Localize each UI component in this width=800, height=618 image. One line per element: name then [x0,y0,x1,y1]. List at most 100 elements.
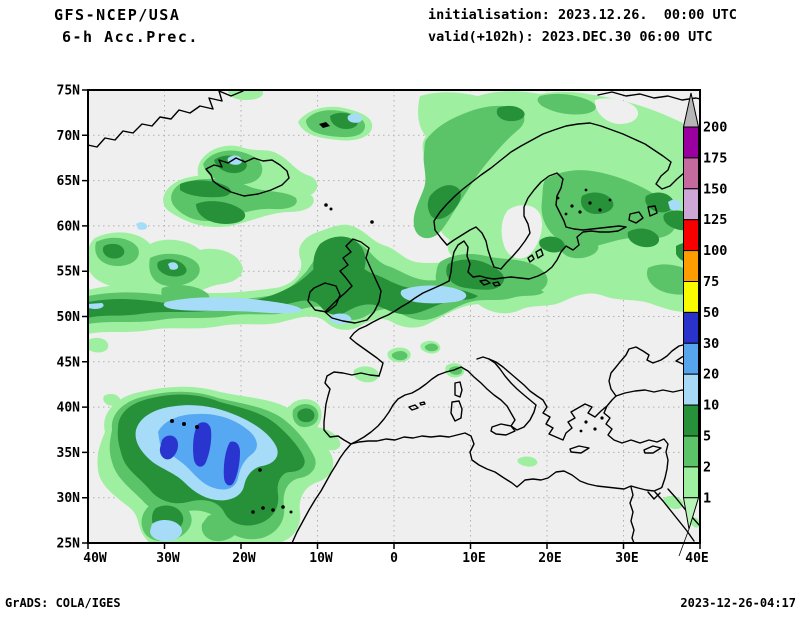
lon-label: 20E [538,551,561,566]
finnish-lake [598,208,602,212]
colorbar-label: 200 [703,120,727,136]
lon-label: 10E [462,551,485,566]
shetland-islands [370,220,374,224]
lat-label: 25N [57,537,81,552]
finnish-lake [564,212,568,216]
dry-holes [501,98,639,259]
precip-region [88,254,478,318]
precip-region [163,297,302,314]
coast-corsica [454,381,463,398]
coast-sardinia [450,400,463,422]
precip-region [228,90,264,100]
header: GFS-NCEP/USA 6-h Acc.Prec. initialisatio… [54,6,737,46]
lat-label: 55N [57,265,81,280]
lon-label: 10W [309,551,333,566]
precip-region [313,236,366,293]
precip-region [297,408,315,423]
precip-region [201,513,239,542]
finnish-lake [570,204,574,208]
lon-label: 30W [156,551,180,566]
coast-bosporus [606,395,617,407]
precip-region [300,427,341,451]
coast-north-sea-france [349,280,450,377]
colorbar-label: 150 [703,181,727,197]
header-initialisation: initialisation: 2023.12.26. 00:00 UTC [428,7,737,23]
lon-label: 20W [232,551,256,566]
coast-italy [437,356,537,431]
lat-label: 60N [57,219,81,234]
colorbar-block [683,311,699,344]
madeira-island [258,468,262,472]
precip-region [539,236,565,253]
colorbar-block [683,342,699,375]
colorbar-label: 30 [703,336,719,352]
lat-label: 40N [57,401,81,416]
coast-cyprus [643,445,662,454]
footer: GrADS: COLA/IGES 2023-12-26-04:17 [5,596,796,610]
coast-denmark [448,240,495,282]
azores-island [182,422,186,426]
footer-timestamp: 2023-12-26-04:17 [680,596,796,610]
coast-balkans-greece-turkey [488,358,669,488]
colorbar-block [683,435,699,468]
finnish-lake [588,201,592,205]
precip-region [227,155,243,165]
precip-region [102,243,125,259]
header-product: 6-h Acc.Prec. [62,28,199,46]
aegean-island [584,420,588,424]
precip-region [537,93,596,115]
coastlines [88,90,700,543]
colorbar-label: 100 [703,243,727,259]
finnish-lake [584,188,588,192]
precip-region [223,441,240,486]
header-model: GFS-NCEP/USA [54,6,180,24]
lat-label: 70N [57,129,81,144]
canary-island [251,510,255,514]
coast-gotland [527,248,544,263]
colorbar-label: 2 [703,459,711,475]
coast-sicily [490,423,516,436]
coast-greenland [88,90,244,148]
precip-region [88,337,109,353]
coast-iberia [323,371,439,445]
colorbar-block [683,466,699,499]
precip-region [559,236,599,259]
finnish-lake [608,198,612,202]
canary-island [281,505,285,509]
colorbar-label: 20 [703,367,719,383]
colorbar-block [683,126,699,159]
colorbar-block [683,219,699,252]
lat-label: 75N [57,84,81,99]
precip-region [427,185,461,220]
precip-region [400,285,467,304]
lon-axis-labels: 40W 30W 20W 10W 0 10E 20E 30E 40E [83,551,708,566]
precip-region [517,456,538,467]
aegean-island [593,427,597,431]
canary-island [271,508,275,512]
colorbar-block [683,250,699,283]
colorbar-label: 175 [703,150,727,166]
precip-region [645,192,674,213]
lat-axis-labels: 75N 70N 65N 60N 55N 50N 45N 40N 35N 30N … [57,84,81,552]
colorbar-arrow-tail [678,528,690,557]
colorbar-block [683,188,699,221]
precip-region [391,351,408,361]
lat-label: 45N [57,355,81,370]
coast-great-britain [324,238,382,324]
lat-label: 50N [57,310,81,325]
azores-island [195,425,199,429]
precip-region [88,303,104,309]
colorbar-label: 125 [703,212,727,228]
finnish-lake [578,210,582,214]
lon-label: 0 [390,551,398,566]
colorbar-label: 50 [703,305,719,321]
colorbar-label: 10 [703,398,719,414]
jan-mayen-island [319,122,330,128]
colorbar-label: 5 [703,429,711,445]
colorbar-labels: 200 175 150 125 100 75 50 30 20 10 5 2 1 [703,120,727,507]
footer-generator: GrADS: COLA/IGES [5,596,121,610]
coast-morocco-atlantic [291,443,352,543]
coast-black-sea-north [608,343,700,397]
